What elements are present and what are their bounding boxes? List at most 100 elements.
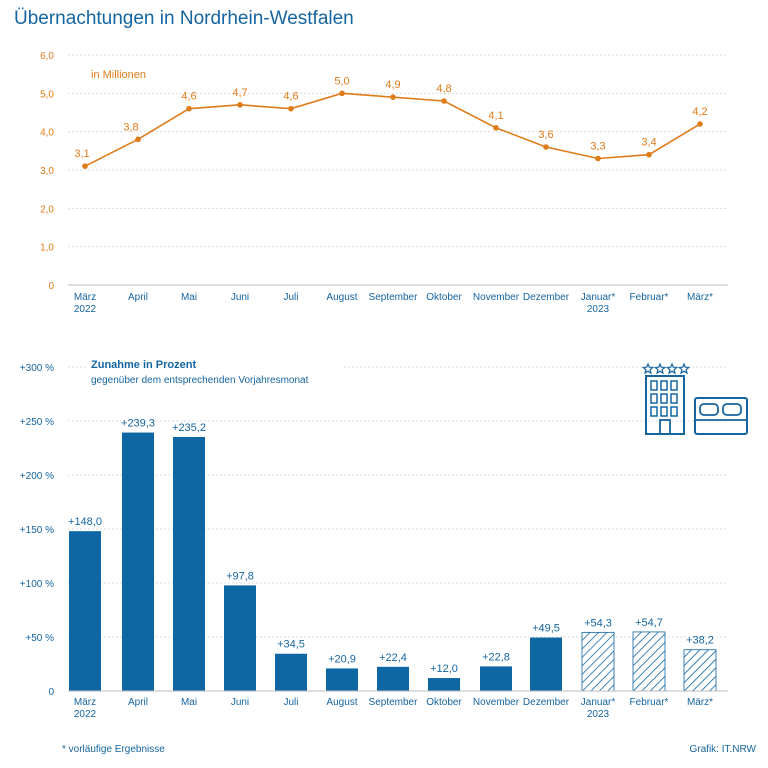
window-shape — [660, 380, 668, 391]
bar-value-label: +148,0 — [68, 516, 102, 528]
star-icon — [653, 362, 667, 375]
bar-chart-subtitle: gegenüber dem entsprechenden Vorjahresmo… — [91, 375, 309, 386]
data-point — [697, 121, 703, 127]
bar — [428, 678, 460, 691]
bar — [224, 585, 256, 691]
title-background — [86, 355, 342, 387]
y-tick-label: +50 % — [25, 633, 54, 644]
data-point — [646, 151, 652, 158]
bar — [632, 631, 666, 692]
x-tick-label: September — [369, 697, 419, 708]
data-label: 3,1 — [74, 148, 89, 160]
bar-value-label: +54,7 — [635, 617, 663, 629]
bar — [581, 631, 615, 692]
x-tick-label: März — [74, 292, 96, 303]
y-tick-label: 5,0 — [40, 89, 54, 100]
data-point — [339, 90, 345, 97]
bar-value-label: +49,5 — [532, 623, 560, 635]
data-point — [186, 105, 192, 112]
bar-value-label: +22,4 — [379, 652, 407, 664]
bar — [326, 668, 358, 691]
line-chart: 0 1,0 2,0 3,0 4,0 5,0 6,0 in Millionen 3,1 3,8 4,6… — [40, 51, 728, 315]
data-label: 4,2 — [692, 106, 707, 118]
bar — [173, 436, 205, 691]
window-shape — [660, 393, 668, 404]
data-label: 3,6 — [538, 129, 553, 141]
x-tick-label: Oktober — [426, 292, 462, 303]
bar-value-label: +22,8 — [482, 651, 510, 663]
y-tick-label: +100 % — [20, 579, 54, 590]
x-tick-label: März* — [687, 697, 713, 708]
y-tick-label: 1,0 — [40, 243, 54, 254]
x-tick-label: Juni — [231, 292, 249, 303]
x-tick-label: April — [128, 292, 148, 303]
data-point — [82, 163, 88, 169]
data-point — [135, 136, 141, 143]
bar — [122, 432, 154, 691]
data-label: 4,6 — [283, 91, 298, 103]
y-tick-label: +200 % — [20, 471, 54, 482]
bar-value-label: +239,3 — [121, 418, 155, 430]
series-line — [84, 92, 701, 167]
data-label: 4,8 — [436, 83, 451, 95]
window-shape — [650, 380, 658, 391]
x-tick-label: Oktober — [426, 697, 462, 708]
data-label: 4,7 — [232, 87, 247, 99]
bar — [377, 666, 409, 691]
data-label: 3,8 — [123, 121, 138, 133]
x-tick-label: Juni — [231, 697, 249, 708]
data-label: 4,1 — [488, 110, 503, 122]
y-tick-label: 6,0 — [40, 51, 54, 62]
x-tick-label: Dezember — [523, 697, 570, 708]
x-tick-label: 2023 — [587, 709, 610, 720]
data-point — [493, 125, 499, 131]
star-icon — [665, 362, 679, 375]
x-tick-label: März* — [687, 292, 713, 303]
x-tick-label: Februar* — [630, 292, 669, 303]
x-tick-label: 2022 — [74, 709, 97, 720]
window-shape — [670, 393, 678, 404]
bed-icon — [694, 397, 748, 435]
star-icon — [677, 362, 691, 375]
x-tick-label: August — [326, 697, 357, 708]
data-label: 5,0 — [334, 75, 349, 87]
footnote: * vorläufige Ergebnisse — [62, 744, 165, 755]
bar-value-label: +20,9 — [328, 653, 356, 665]
data-label: 3,3 — [590, 141, 605, 153]
x-tick-label: März — [74, 697, 96, 708]
x-tick-label: Juli — [283, 697, 298, 708]
x-tick-label: Dezember — [523, 292, 570, 303]
bar — [683, 649, 717, 692]
data-point — [595, 155, 601, 162]
window-shape — [670, 380, 678, 391]
window-shape — [660, 406, 668, 417]
x-tick-label: 2023 — [587, 304, 610, 315]
bar-value-label: +235,2 — [172, 422, 206, 434]
x-tick-label: Mai — [181, 697, 197, 708]
x-tick-label: 2022 — [74, 304, 97, 315]
y-tick-label: +300 % — [20, 363, 54, 374]
x-tick-label: August — [326, 292, 357, 303]
bar-value-label: +38,2 — [686, 635, 714, 647]
bar — [530, 637, 562, 691]
bar-value-label: +97,8 — [226, 570, 254, 582]
x-tick-label: Januar* — [581, 697, 616, 708]
y-tick-label: 4,0 — [40, 128, 54, 139]
x-tick-label: Februar* — [630, 697, 669, 708]
data-point — [543, 144, 549, 150]
bar-chart: 0 +50 % +100 % +150 % +200 % +250 % +300 % Zuna… — [20, 355, 728, 720]
data-label: 4,9 — [385, 79, 400, 91]
bar-value-label: +54,3 — [584, 617, 612, 629]
page-title: Übernachtungen in Nordrhein-Westfalen — [14, 8, 354, 29]
bar-value-label: +34,5 — [277, 639, 305, 651]
star-icon — [641, 362, 691, 375]
data-point — [390, 94, 396, 100]
data-point — [237, 102, 243, 108]
hotel-building-icon — [641, 362, 691, 435]
x-tick-label: April — [128, 697, 148, 708]
data-point — [441, 98, 447, 104]
bar — [69, 531, 101, 691]
x-tick-label: Mai — [181, 292, 197, 303]
bar — [275, 653, 307, 691]
